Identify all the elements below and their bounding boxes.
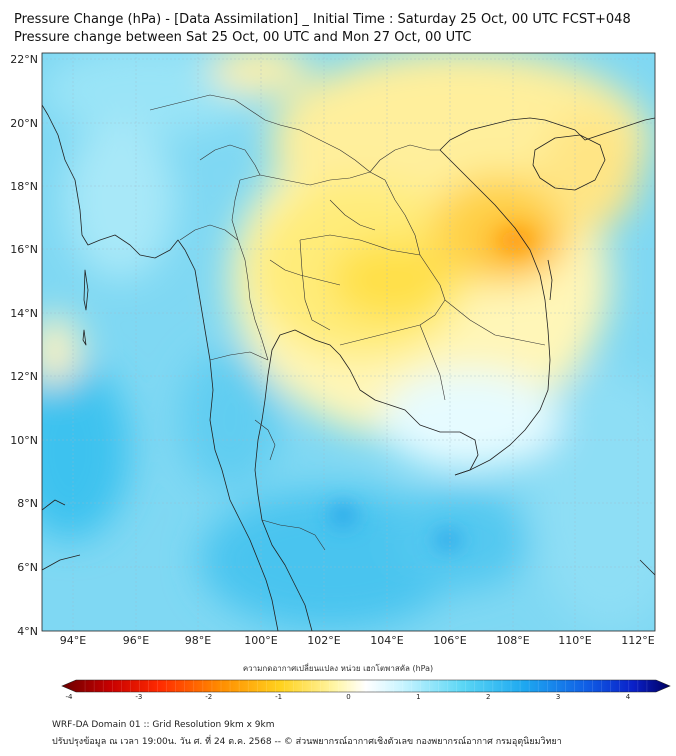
footer-credit: ปรับปรุงข้อมูล ณ เวลา 19:00น. วัน ศ. ที่… — [52, 737, 562, 747]
lon-label: 110°E — [558, 634, 591, 647]
map-subtitle: Pressure change between Sat 25 Oct, 00 U… — [14, 30, 472, 45]
colorbar-title: ความกดอากาศเปลี่ยนแปลง หน่วย เฮกโตพาสคัล… — [242, 664, 434, 673]
colorbar-tick-label: 3 — [556, 693, 560, 701]
colorbar-tick-label: 0 — [346, 693, 350, 701]
lat-label: 16°N — [10, 243, 38, 256]
lon-label: 98°E — [185, 634, 211, 647]
pressure-field — [42, 53, 655, 631]
lon-label: 100°E — [244, 634, 277, 647]
lat-label: 4°N — [17, 625, 38, 638]
lon-label: 102°E — [307, 634, 340, 647]
colorbar-tick-label: 4 — [626, 693, 631, 701]
lon-label: 108°E — [496, 634, 529, 647]
map-frame — [41, 52, 656, 632]
colorbar-tick-label: 1 — [416, 693, 420, 701]
lon-label: 104°E — [370, 634, 403, 647]
lon-label: 94°E — [60, 634, 86, 647]
colorbar-tick-label: -4 — [66, 693, 74, 701]
lat-label: 6°N — [17, 561, 38, 574]
lon-label: 112°E — [621, 634, 654, 647]
lat-label: 14°N — [10, 307, 38, 320]
lat-label: 8°N — [17, 497, 38, 510]
lat-label: 12°N — [10, 370, 38, 383]
lon-label: 96°E — [123, 634, 149, 647]
longitude-axis: 94°E 96°E 98°E 100°E 102°E 104°E 106°E 1… — [60, 634, 655, 647]
colorbar-tick-label: -1 — [275, 693, 282, 701]
colorbar-tick-label: 2 — [486, 693, 490, 701]
map-title: Pressure Change (hPa) - [Data Assimilati… — [14, 12, 631, 27]
lat-label: 22°N — [10, 53, 38, 66]
lat-label: 20°N — [10, 117, 38, 130]
lat-label: 18°N — [10, 180, 38, 193]
colorbar-tick-label: -2 — [205, 693, 212, 701]
lat-label: 10°N — [10, 434, 38, 447]
lon-label: 106°E — [433, 634, 466, 647]
colorbar-tick-label: -3 — [135, 693, 142, 701]
borders — [149, 94, 546, 551]
coastlines — [42, 104, 655, 631]
colorbar: -4 -3 -2 -1 0 1 2 3 4 — [61, 679, 671, 701]
latitude-axis: 22°N 20°N 18°N 16°N 14°N 12°N 10°N 8°N 6… — [10, 53, 38, 638]
footer-model-info: WRF-DA Domain 01 :: Grid Resolution 9km … — [52, 720, 275, 730]
